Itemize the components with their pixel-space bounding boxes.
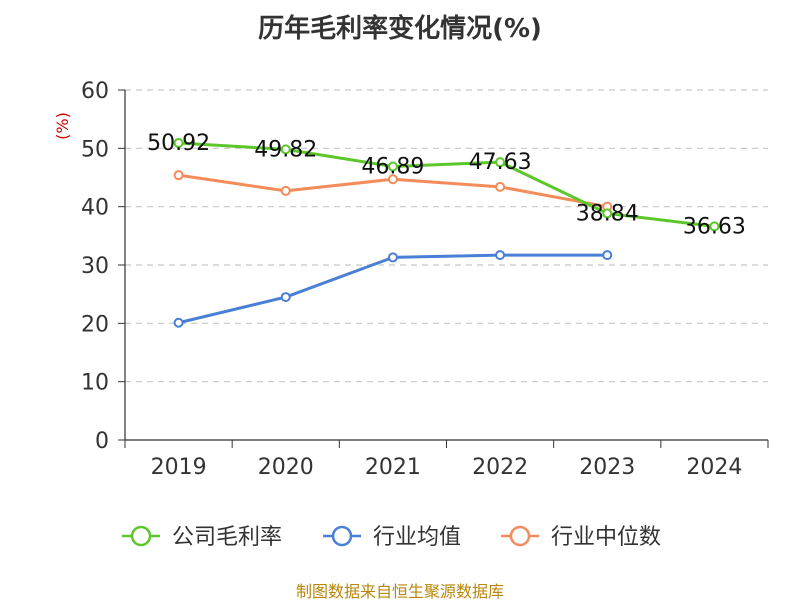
series-lines: [178, 141, 715, 325]
x-tick-label: 2022: [472, 455, 528, 480]
series-points: [173, 137, 720, 328]
x-tick-label: 2021: [365, 455, 421, 480]
grid-lines: [125, 89, 768, 383]
data-point: [495, 157, 506, 168]
data-point: [280, 185, 291, 196]
y-tick-label: 50: [81, 137, 109, 162]
legend-label: 行业均值: [373, 525, 461, 550]
series-line: [178, 141, 715, 228]
x-tick-label: 2023: [579, 455, 635, 480]
data-point: [602, 250, 613, 261]
y-tick-label: 0: [95, 429, 109, 454]
data-point: [387, 161, 398, 172]
y-tick-label: 40: [81, 196, 109, 221]
axes: 0 10 20 30 40 50 60 2019 2020 2021 2022 2023 2024 (%): [53, 79, 769, 480]
data-point: [602, 208, 613, 219]
x-tick-label: 2020: [258, 455, 314, 480]
legend: 公司毛利率 行业均值 行业中位数: [122, 525, 661, 550]
legend-marker: [509, 525, 531, 547]
data-label: 49.82: [254, 137, 317, 162]
data-label: 36.63: [683, 214, 746, 239]
y-axis-unit: (%): [53, 112, 72, 140]
legend-label: 行业中位数: [551, 525, 661, 550]
y-tick-label: 60: [81, 79, 109, 104]
y-tick-label: 30: [81, 254, 109, 279]
legend-marker: [130, 525, 152, 547]
x-tick-label: 2019: [151, 455, 207, 480]
data-point: [173, 137, 184, 148]
data-point: [387, 174, 398, 185]
data-point: [280, 144, 291, 155]
y-tick-label: 20: [81, 312, 109, 337]
data-label: 47.63: [469, 150, 532, 175]
data-point: [173, 170, 184, 181]
data-point: [495, 181, 506, 192]
data-label: 38.84: [576, 201, 639, 226]
x-tick-label: 2024: [686, 455, 742, 480]
data-point: [709, 221, 720, 232]
data-point: [387, 252, 398, 263]
chart-title: 历年毛利率变化情况(%): [258, 14, 542, 44]
legend-marker: [331, 525, 353, 547]
source-note: 制图数据来自恒生聚源数据库: [295, 582, 504, 601]
data-point: [280, 292, 291, 303]
legend-label: 公司毛利率: [172, 525, 282, 550]
y-tick-label: 10: [81, 371, 109, 396]
data-labels: 50.92 49.82 46.89 47.63 38.84 36.63: [147, 131, 746, 239]
data-point: [173, 317, 184, 328]
data-label: 46.89: [361, 154, 424, 179]
data-label: 50.92: [147, 131, 210, 156]
data-point: [495, 250, 506, 261]
